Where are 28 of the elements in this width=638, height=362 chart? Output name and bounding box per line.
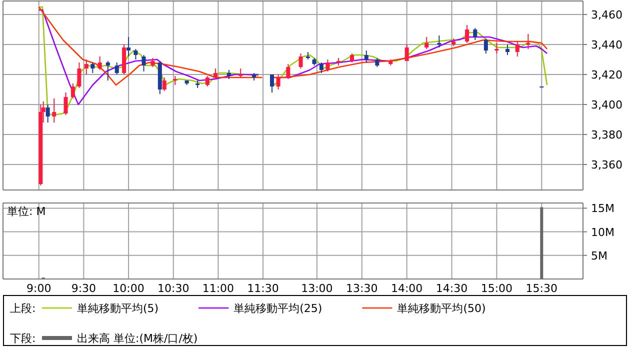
x-tick-label: 9:00 bbox=[26, 282, 52, 295]
x-tick-label: 9:30 bbox=[71, 282, 96, 295]
x-tick-label: 11:00 bbox=[202, 282, 234, 295]
y-tick-label: 5M bbox=[591, 249, 608, 262]
x-tick-label: 13:00 bbox=[301, 282, 333, 295]
y-tick-label: 3,440 bbox=[591, 38, 622, 52]
y-tick-label: 10M bbox=[591, 226, 614, 239]
x-tick-label: 11:30 bbox=[247, 282, 279, 295]
y-tick-label: 15M bbox=[591, 202, 614, 216]
legend-label: 単純移動平均(5) bbox=[77, 302, 159, 315]
y-tick-label: 3,360 bbox=[591, 158, 622, 172]
legend-label: 出来高 単位:(M株/口/枚) bbox=[77, 332, 198, 345]
x-tick-label: 10:00 bbox=[112, 282, 144, 295]
legend-label: 単純移動平均(50) bbox=[397, 302, 486, 315]
legend-title: 下段: bbox=[10, 332, 36, 345]
x-tick-label: 10:30 bbox=[158, 282, 190, 295]
y-tick-label: 3,420 bbox=[591, 68, 622, 82]
x-tick-label: 13:30 bbox=[346, 282, 378, 295]
y-tick-label: 3,400 bbox=[591, 98, 622, 112]
annotation: 単位: M bbox=[7, 205, 46, 218]
x-tick-label: 15:30 bbox=[526, 282, 558, 295]
x-tick-label: 14:30 bbox=[436, 282, 468, 295]
legend-label: 単純移動平均(25) bbox=[234, 302, 322, 315]
legend-title: 上段: bbox=[10, 302, 36, 315]
y-tick-label: 3,380 bbox=[591, 128, 622, 142]
x-tick-label: 15:00 bbox=[480, 282, 513, 295]
y-tick-label: 3,460 bbox=[591, 8, 622, 22]
x-tick-label: 14:00 bbox=[390, 282, 423, 295]
